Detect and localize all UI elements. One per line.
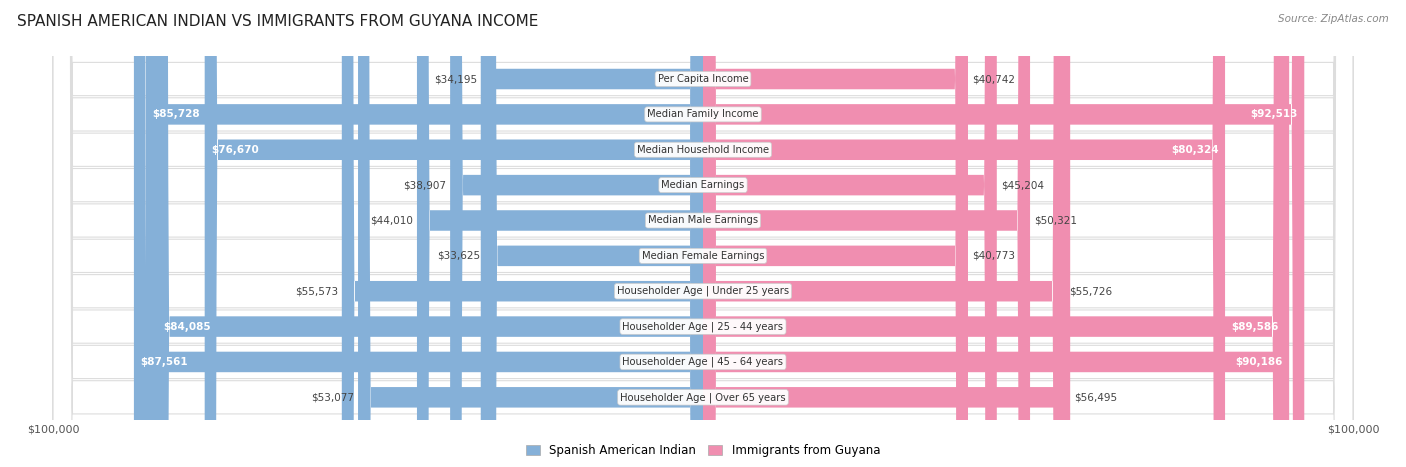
Text: $38,907: $38,907	[404, 180, 446, 190]
FancyBboxPatch shape	[481, 0, 703, 467]
Text: Householder Age | Over 65 years: Householder Age | Over 65 years	[620, 392, 786, 403]
FancyBboxPatch shape	[703, 0, 1289, 467]
FancyBboxPatch shape	[53, 0, 1353, 467]
Text: $89,586: $89,586	[1232, 322, 1279, 332]
Text: $80,324: $80,324	[1171, 145, 1219, 155]
Text: $56,495: $56,495	[1074, 392, 1118, 402]
FancyBboxPatch shape	[703, 0, 1305, 467]
FancyBboxPatch shape	[342, 0, 703, 467]
FancyBboxPatch shape	[359, 0, 703, 467]
Text: $40,742: $40,742	[972, 74, 1015, 84]
Text: $92,513: $92,513	[1250, 109, 1298, 120]
Text: $50,321: $50,321	[1033, 215, 1077, 226]
Text: Median Earnings: Median Earnings	[661, 180, 745, 190]
FancyBboxPatch shape	[703, 0, 997, 467]
FancyBboxPatch shape	[53, 0, 1353, 467]
FancyBboxPatch shape	[205, 0, 703, 467]
FancyBboxPatch shape	[134, 0, 703, 467]
FancyBboxPatch shape	[703, 0, 1070, 467]
Text: $76,670: $76,670	[211, 145, 259, 155]
FancyBboxPatch shape	[703, 0, 967, 467]
Text: Householder Age | 25 - 44 years: Householder Age | 25 - 44 years	[623, 321, 783, 332]
Text: $40,773: $40,773	[972, 251, 1015, 261]
Text: Householder Age | 45 - 64 years: Householder Age | 45 - 64 years	[623, 357, 783, 367]
FancyBboxPatch shape	[53, 0, 1353, 467]
Text: Householder Age | Under 25 years: Householder Age | Under 25 years	[617, 286, 789, 297]
FancyBboxPatch shape	[156, 0, 703, 467]
FancyBboxPatch shape	[53, 0, 1353, 467]
FancyBboxPatch shape	[703, 0, 1225, 467]
FancyBboxPatch shape	[53, 0, 1353, 467]
Text: $33,625: $33,625	[437, 251, 481, 261]
Text: $90,186: $90,186	[1236, 357, 1282, 367]
FancyBboxPatch shape	[53, 0, 1353, 467]
Legend: Spanish American Indian, Immigrants from Guyana: Spanish American Indian, Immigrants from…	[522, 439, 884, 462]
FancyBboxPatch shape	[53, 0, 1353, 467]
FancyBboxPatch shape	[703, 0, 1031, 467]
Text: $55,573: $55,573	[295, 286, 337, 296]
FancyBboxPatch shape	[485, 0, 703, 467]
Text: $55,726: $55,726	[1069, 286, 1112, 296]
Text: $45,204: $45,204	[1001, 180, 1043, 190]
Text: Median Female Earnings: Median Female Earnings	[641, 251, 765, 261]
FancyBboxPatch shape	[418, 0, 703, 467]
Text: Per Capita Income: Per Capita Income	[658, 74, 748, 84]
Text: $85,728: $85,728	[152, 109, 200, 120]
FancyBboxPatch shape	[703, 0, 1066, 467]
Text: $44,010: $44,010	[370, 215, 413, 226]
Text: $53,077: $53,077	[311, 392, 354, 402]
FancyBboxPatch shape	[53, 0, 1353, 467]
Text: $87,561: $87,561	[141, 357, 188, 367]
Text: Median Male Earnings: Median Male Earnings	[648, 215, 758, 226]
Text: $84,085: $84,085	[163, 322, 211, 332]
FancyBboxPatch shape	[450, 0, 703, 467]
FancyBboxPatch shape	[703, 0, 967, 467]
Text: Median Household Income: Median Household Income	[637, 145, 769, 155]
Text: SPANISH AMERICAN INDIAN VS IMMIGRANTS FROM GUYANA INCOME: SPANISH AMERICAN INDIAN VS IMMIGRANTS FR…	[17, 14, 538, 29]
Text: Median Family Income: Median Family Income	[647, 109, 759, 120]
FancyBboxPatch shape	[146, 0, 703, 467]
Text: Source: ZipAtlas.com: Source: ZipAtlas.com	[1278, 14, 1389, 24]
FancyBboxPatch shape	[703, 0, 1285, 467]
Text: $34,195: $34,195	[433, 74, 477, 84]
FancyBboxPatch shape	[53, 0, 1353, 467]
FancyBboxPatch shape	[53, 0, 1353, 467]
